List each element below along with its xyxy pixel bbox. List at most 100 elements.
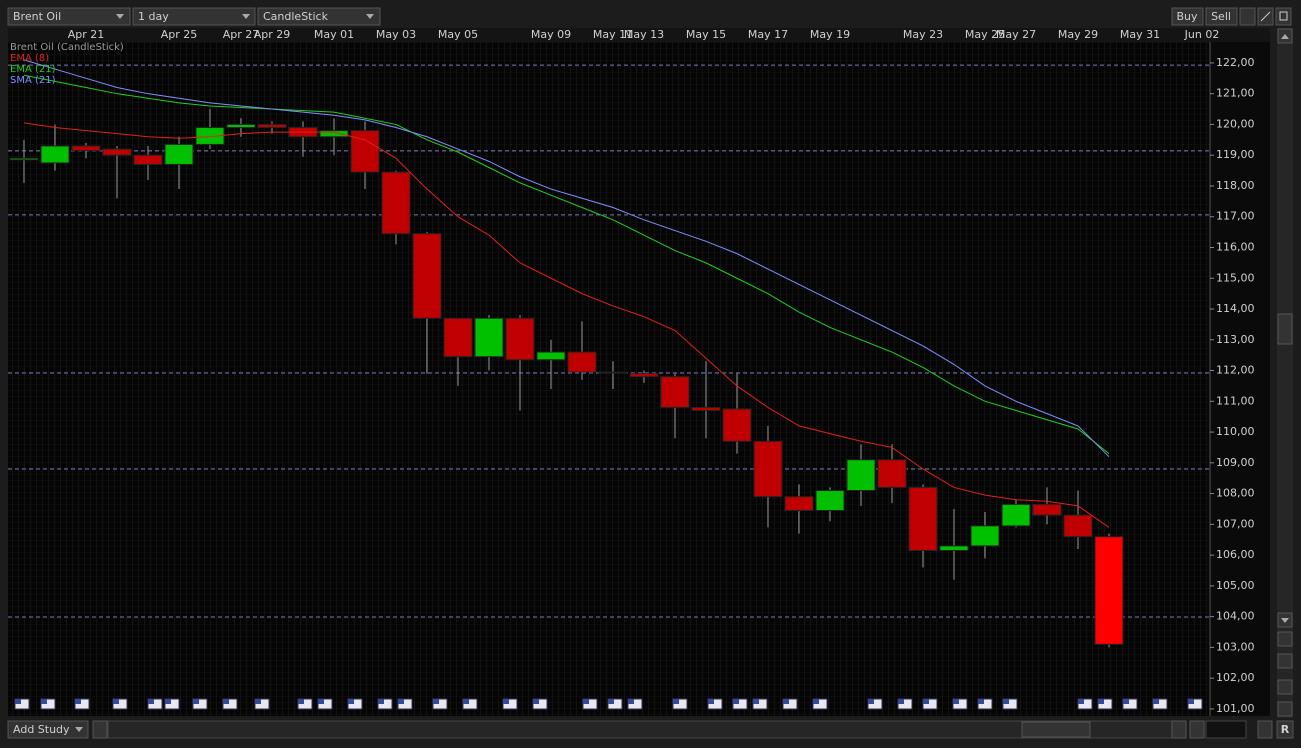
y-tick-label: 112,00 — [1216, 364, 1255, 377]
flag-canton — [1123, 699, 1129, 704]
candle-body — [71, 145, 101, 152]
indicator-line — [23, 59, 1110, 458]
y-tick-label: 116,00 — [1216, 240, 1255, 253]
y-tick-label: 108,00 — [1216, 487, 1255, 500]
flag-canton — [753, 699, 759, 704]
maximize-button[interactable] — [1275, 7, 1292, 26]
candle-body — [1094, 536, 1124, 645]
candle-body — [102, 148, 132, 156]
candle-body — [319, 130, 349, 138]
candle-body — [877, 459, 907, 488]
flag-canton — [1003, 699, 1009, 704]
plot-area — [8, 42, 1210, 716]
scroll-thumb[interactable] — [1277, 313, 1293, 345]
y-tick-label: 114,00 — [1216, 302, 1255, 315]
candle-body — [815, 490, 845, 512]
draw-icon — [1260, 11, 1271, 22]
flag-canton — [433, 699, 439, 704]
scrollbar[interactable] — [1277, 28, 1293, 718]
flag-canton — [255, 699, 261, 704]
candle-body — [567, 351, 597, 373]
arrow — [1281, 618, 1289, 623]
candle-body — [784, 496, 814, 512]
candle-body — [722, 408, 752, 442]
flag-canton — [318, 699, 324, 704]
buy-label: Buy — [1176, 10, 1198, 23]
x-tick-label: May 27 — [996, 28, 1036, 41]
zoom-plus[interactable] — [1257, 720, 1273, 739]
fit-view[interactable] — [1277, 701, 1293, 717]
zoom-out[interactable] — [1277, 653, 1293, 669]
reset-button[interactable] — [1276, 720, 1294, 739]
zoom-level — [1205, 720, 1247, 739]
x-tick-label: May 03 — [376, 28, 416, 41]
zoom-in[interactable] — [1277, 631, 1293, 647]
flag-canton — [628, 699, 634, 704]
x-tick-label: Apr 29 — [254, 28, 291, 41]
y-tick-label: 117,00 — [1216, 210, 1255, 223]
candle-body — [9, 157, 39, 161]
indicator-line — [23, 74, 1110, 454]
flag-canton — [583, 699, 589, 704]
flag-canton — [1153, 699, 1159, 704]
x-tick-label: Apr 27 — [223, 28, 260, 41]
scroll-right[interactable] — [1171, 720, 1187, 739]
reset-label: R — [1281, 723, 1290, 736]
y-tick-label: 105,00 — [1216, 579, 1255, 592]
dropdown-arrow — [242, 14, 250, 19]
candle-body — [474, 317, 504, 358]
flag-canton — [75, 699, 81, 704]
scroll-left[interactable] — [92, 720, 108, 739]
flag-canton — [223, 699, 229, 704]
flag-canton — [15, 699, 21, 704]
arrow — [1281, 34, 1289, 39]
candle-body — [1032, 503, 1062, 516]
period-select[interactable] — [132, 7, 256, 26]
time-thumb[interactable] — [1021, 721, 1091, 738]
sell-button[interactable] — [1205, 7, 1238, 26]
candle-body — [257, 123, 287, 129]
buy-button[interactable] — [1171, 7, 1204, 26]
candle-body — [939, 545, 969, 551]
y-tick-label: 115,00 — [1216, 271, 1255, 284]
y-tick-label: 107,00 — [1216, 517, 1255, 530]
style-select[interactable] — [257, 7, 381, 26]
period: 1 day — [138, 10, 169, 23]
x-tick-label: Apr 21 — [68, 28, 105, 41]
candle-body — [381, 171, 411, 235]
flag-canton — [378, 699, 384, 704]
candle-body — [443, 317, 473, 358]
time-scrollbar[interactable] — [107, 720, 1173, 739]
candle-body — [1063, 514, 1093, 538]
flag-canton — [41, 699, 47, 704]
flag-canton — [463, 699, 469, 704]
maximize-icon — [1279, 11, 1288, 21]
sell-label: Sell — [1211, 10, 1231, 23]
x-tick-label: Jun 02 — [1184, 28, 1220, 41]
candle-body — [846, 459, 876, 492]
candle-body — [412, 233, 442, 319]
y-tick-label: 103,00 — [1216, 640, 1255, 653]
dropdown-arrow — [75, 727, 83, 732]
chart-style: CandleStick — [263, 10, 329, 23]
x-tick-label: May 09 — [531, 28, 571, 41]
instrument-select[interactable] — [7, 7, 131, 26]
bars-button[interactable] — [1239, 7, 1256, 26]
chart-title: Brent Oil (CandleStick) — [10, 42, 124, 53]
flag-canton — [1098, 699, 1104, 704]
candle-body — [536, 351, 566, 361]
flag-canton — [923, 699, 929, 704]
zoom-minus[interactable] — [1189, 720, 1205, 739]
add-study-select[interactable] — [7, 720, 89, 739]
y-tick-label: 121,00 — [1216, 87, 1255, 100]
legend-entry: SMA (21) — [10, 75, 56, 86]
flag-canton — [708, 699, 714, 704]
y-tick-label: 106,00 — [1216, 548, 1255, 561]
x-tick-label: May 01 — [314, 28, 354, 41]
reset-view[interactable] — [1277, 679, 1293, 695]
y-tick-label: 104,00 — [1216, 610, 1255, 623]
y-tick-label: 102,00 — [1216, 671, 1255, 684]
dropdown-arrow — [116, 14, 124, 19]
candle-body — [164, 143, 194, 165]
